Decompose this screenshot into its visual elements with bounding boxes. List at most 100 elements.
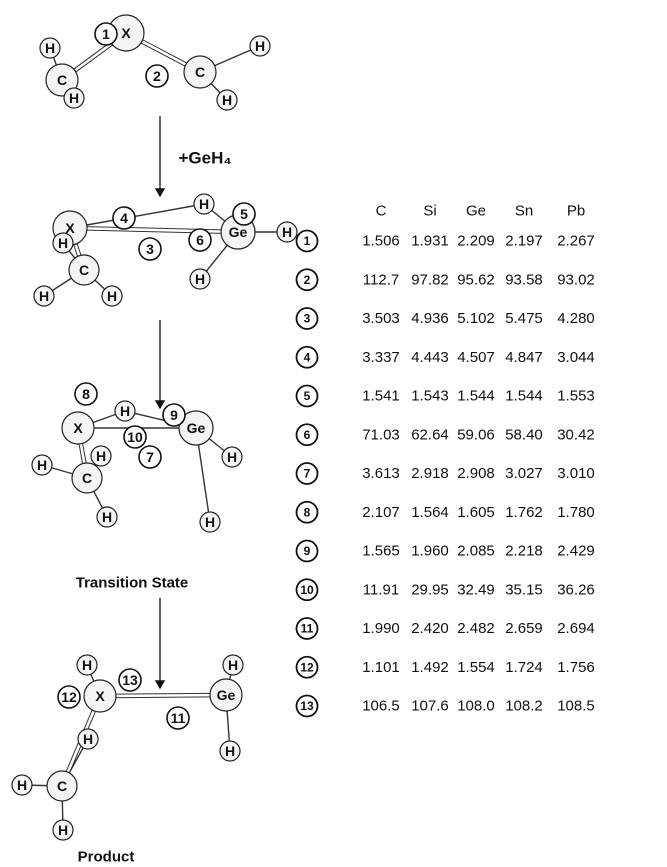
parameter-number: 5: [233, 203, 255, 225]
table-cell: 112.7: [363, 271, 399, 288]
table-cell: 2.107: [362, 504, 400, 521]
row-number: 10: [300, 583, 314, 597]
atom-label: H: [58, 235, 68, 251]
row-number: 12: [300, 660, 314, 674]
atom-label: H: [228, 657, 238, 673]
column-header: Sn: [515, 203, 533, 220]
parameter-number: 10: [124, 426, 146, 448]
table-cell: 2.085: [457, 543, 495, 560]
number-label: 3: [146, 241, 154, 257]
parameter-number: 11: [167, 707, 189, 729]
atom: C: [72, 463, 102, 493]
atom-label: H: [282, 224, 292, 240]
table-cell: 2.209: [457, 233, 495, 250]
table-cell: 93.58: [505, 271, 543, 288]
atom: H: [40, 38, 60, 58]
table-cell: 1.724: [505, 659, 543, 676]
table-cell: 2.659: [505, 620, 543, 637]
atom-label: H: [69, 90, 79, 106]
atom-label: H: [96, 448, 106, 464]
atom-label: H: [39, 288, 49, 304]
column-header: Pb: [567, 203, 585, 220]
atom-label: H: [199, 196, 209, 212]
atom-label: H: [120, 403, 130, 419]
table-cell: 1.553: [557, 388, 595, 405]
table-cell: 30.42: [557, 426, 595, 443]
table-cell: 108.5: [557, 698, 595, 715]
table-cell: 5.102: [457, 310, 495, 327]
molecule: XHGeHHCHHH89107: [32, 383, 242, 532]
table-cell: 1.960: [411, 543, 449, 560]
table-cell: 36.26: [557, 581, 595, 598]
atom: H: [32, 455, 52, 475]
table-cell: 3.503: [362, 310, 400, 327]
row-number: 5: [304, 389, 311, 403]
column-header: Si: [423, 203, 436, 220]
atom-label: H: [58, 822, 68, 838]
caption: Product: [78, 849, 135, 866]
atom-label: X: [73, 420, 83, 436]
table-cell: 1.492: [411, 659, 449, 676]
number-label: 13: [122, 672, 138, 688]
table-cell: 93.02: [557, 271, 595, 288]
atom: H: [34, 286, 54, 306]
table-cell: 1.543: [411, 388, 449, 405]
table-cell: 35.15: [505, 581, 543, 598]
table: CSiGeSnPb11.5061.9312.2092.1972.2672112.…: [297, 203, 595, 717]
figure: +GeH₄ Transition State Product XCCHHHH12…: [0, 0, 667, 867]
number-label: 1: [102, 26, 110, 42]
table-cell: 97.82: [411, 271, 449, 288]
atom-label: H: [37, 457, 47, 473]
table-cell: 1.990: [362, 620, 400, 637]
table-cell: 108.2: [505, 698, 543, 715]
row-number: 13: [300, 699, 314, 713]
parameter-number: 13: [119, 669, 141, 691]
bond: [70, 230, 238, 234]
atom-label: Ge: [229, 224, 248, 240]
number-label: 9: [170, 407, 178, 423]
table-cell: 106.5: [362, 698, 400, 715]
table-cell: 1.506: [362, 233, 400, 250]
table-cell: 11.91: [363, 581, 399, 598]
number-label: 6: [196, 232, 204, 248]
number-label: 7: [146, 449, 154, 465]
table-cell: 1.756: [557, 659, 595, 676]
table-cell: 2.918: [411, 465, 449, 482]
atom-label: Ge: [217, 687, 236, 703]
atom-label: H: [82, 657, 92, 673]
row-number: 9: [304, 544, 311, 558]
atom: C: [47, 771, 77, 801]
parameter-number: 8: [75, 383, 97, 405]
row-number: 8: [304, 505, 311, 519]
row-number: 6: [304, 428, 311, 442]
atom: C: [184, 56, 216, 88]
table-cell: 1.565: [362, 543, 400, 560]
table-cell: 4.507: [457, 349, 495, 366]
parameter-number: 6: [189, 229, 211, 251]
atom: H: [97, 507, 117, 527]
atom-label: H: [255, 38, 265, 54]
number-label: 4: [120, 210, 128, 226]
atom-label: X: [95, 688, 105, 704]
table-cell: 2.197: [505, 233, 543, 250]
atom-label: H: [222, 92, 232, 108]
atom: H: [64, 88, 84, 108]
table-cell: 5.475: [505, 310, 543, 327]
number-label: 11: [171, 710, 186, 726]
table-cell: 59.06: [457, 426, 495, 443]
parameter-number: 2: [146, 65, 168, 87]
atom: H: [200, 512, 220, 532]
table-cell: 1.544: [457, 388, 495, 405]
atom-label: H: [107, 288, 117, 304]
atom-label: C: [82, 470, 92, 486]
table-cell: 95.62: [457, 271, 495, 288]
atom-label: X: [121, 25, 131, 41]
atom: X: [84, 680, 116, 712]
atom: H: [78, 729, 98, 749]
atom: H: [102, 286, 122, 306]
table-cell: 1.762: [505, 504, 543, 521]
atom: H: [53, 233, 73, 253]
atom-label: H: [227, 449, 237, 465]
atom: H: [12, 775, 32, 795]
table-cell: 2.267: [557, 233, 595, 250]
